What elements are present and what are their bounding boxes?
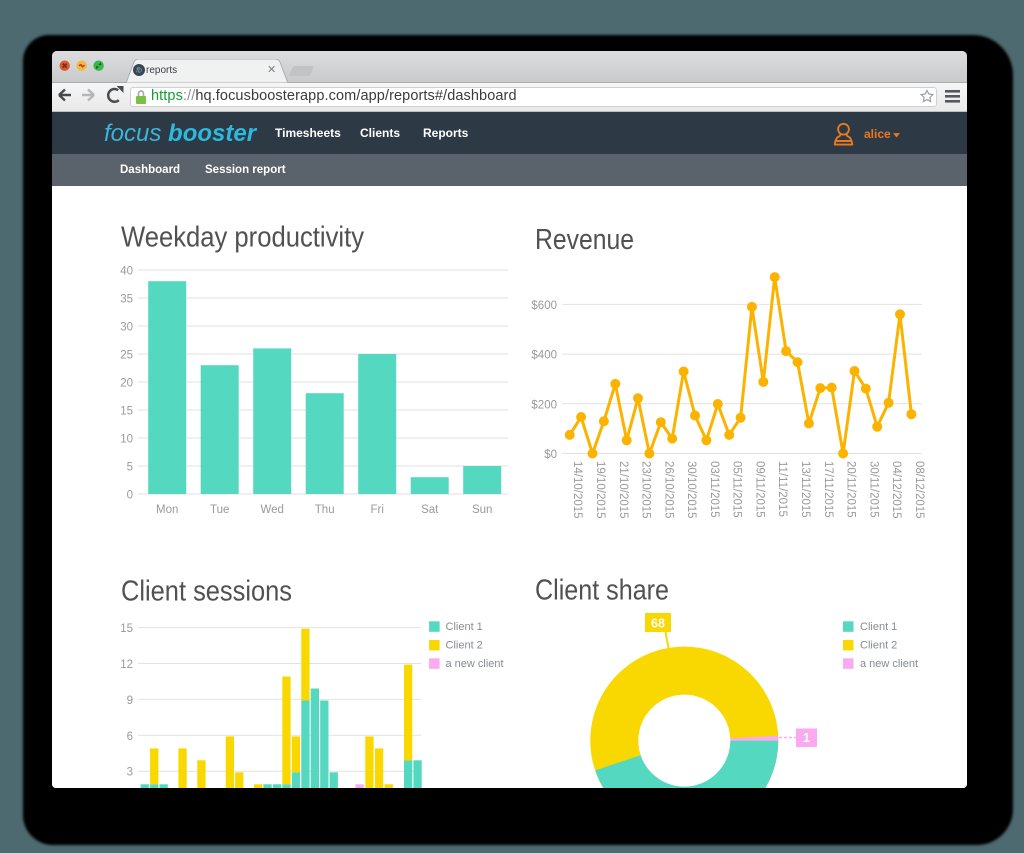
- svg-text:68: 68: [651, 617, 665, 631]
- svg-text:10: 10: [120, 434, 133, 446]
- svg-text:Weekday productivity: Weekday productivity: [121, 222, 364, 254]
- svg-text:9: 9: [127, 695, 133, 707]
- svg-text:26/10/2015: 26/10/2015: [662, 461, 674, 519]
- svg-text:Client 1: Client 1: [860, 621, 897, 633]
- svg-text:1: 1: [803, 731, 810, 745]
- svg-text:13/11/2015: 13/11/2015: [799, 461, 811, 518]
- svg-text:Tue: Tue: [210, 504, 229, 516]
- svg-text:a new client: a new client: [446, 658, 504, 670]
- svg-text:30/11/2015: 30/11/2015: [867, 461, 879, 518]
- svg-text:08/12/2015: 08/12/2015: [913, 461, 925, 519]
- svg-text:$400: $400: [531, 350, 557, 362]
- svg-text:15: 15: [120, 406, 133, 418]
- svg-text:Client share: Client share: [535, 575, 669, 607]
- svg-text:$600: $600: [531, 300, 557, 312]
- svg-text:25: 25: [120, 350, 133, 362]
- svg-text:30/10/2015: 30/10/2015: [685, 461, 697, 519]
- svg-text:09/11/2015: 09/11/2015: [753, 461, 765, 518]
- svg-text:19/10/2015: 19/10/2015: [594, 461, 606, 519]
- svg-text:20/11/2015: 20/11/2015: [845, 461, 857, 518]
- svg-text:Sun: Sun: [472, 504, 492, 516]
- svg-text:Sat: Sat: [421, 504, 439, 516]
- svg-text:Client 1: Client 1: [446, 621, 483, 633]
- svg-text:23/10/2015: 23/10/2015: [640, 461, 652, 519]
- svg-text:11/11/2015: 11/11/2015: [776, 461, 788, 517]
- svg-text:35: 35: [120, 294, 133, 306]
- svg-text:$200: $200: [531, 399, 557, 411]
- svg-text:6: 6: [127, 731, 133, 743]
- svg-text:Fri: Fri: [370, 504, 383, 516]
- svg-text:Client 2: Client 2: [446, 640, 483, 652]
- svg-text:3: 3: [127, 767, 133, 779]
- svg-text:03/11/2015: 03/11/2015: [708, 461, 720, 518]
- svg-text:30: 30: [120, 322, 133, 334]
- svg-text:Client 2: Client 2: [860, 640, 897, 652]
- svg-text:05/11/2015: 05/11/2015: [731, 461, 743, 518]
- svg-text:Thu: Thu: [315, 504, 335, 516]
- svg-text:Wed: Wed: [260, 504, 283, 516]
- svg-text:04/12/2015: 04/12/2015: [890, 461, 902, 519]
- svg-text:14/10/2015: 14/10/2015: [571, 461, 583, 519]
- svg-text:40: 40: [120, 266, 133, 278]
- svg-text:a new client: a new client: [860, 658, 918, 670]
- svg-text:12: 12: [120, 659, 133, 671]
- svg-text:$0: $0: [544, 449, 557, 461]
- svg-text:5: 5: [127, 462, 133, 474]
- svg-text:17/11/2015: 17/11/2015: [822, 461, 834, 518]
- svg-text:fb: fb: [136, 68, 142, 75]
- svg-text:Revenue: Revenue: [535, 224, 634, 256]
- svg-text:15: 15: [120, 623, 133, 635]
- svg-text:Mon: Mon: [156, 504, 178, 516]
- svg-text:Client sessions: Client sessions: [121, 576, 292, 608]
- svg-text:20: 20: [120, 378, 133, 390]
- svg-text:0: 0: [127, 490, 133, 502]
- svg-text:21/10/2015: 21/10/2015: [617, 461, 629, 519]
